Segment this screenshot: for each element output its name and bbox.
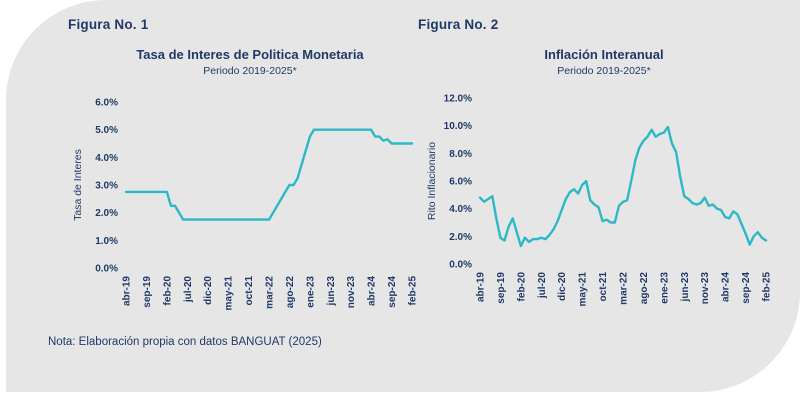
data-line — [478, 125, 768, 248]
x-tick-label: jul-20 — [183, 276, 194, 304]
y-tick-label: 4.0% — [95, 153, 118, 164]
y-axis-title: Tasa de Interes — [72, 149, 84, 221]
y-tick-label: 1.0% — [95, 236, 118, 247]
figure1-label: Figura No. 1 — [68, 17, 149, 32]
x-tick-label: jun-23 — [326, 276, 337, 307]
x-tick-label: nov-23 — [346, 276, 357, 309]
x-tick-label: abr-19 — [476, 272, 487, 302]
chart1-title: Tasa de Interes de Politica Monetaria — [136, 47, 364, 62]
x-tick-label: ene-23 — [305, 276, 316, 308]
y-tick-label: 4.0% — [449, 204, 472, 215]
report-card: Figura No. 1 Figura No. 2 Tasa de Intere… — [6, 0, 800, 392]
x-tick-label: oct-21 — [244, 276, 255, 306]
chart1-subtitle: Periodo 2019-2025* — [203, 65, 297, 77]
x-tick-label: abr-24 — [367, 276, 378, 306]
x-tick-label: sep-24 — [387, 276, 398, 308]
y-tick-label: 6.0% — [449, 177, 472, 188]
y-tick-label: 0.0% — [95, 264, 118, 275]
x-tick-label: feb-20 — [162, 276, 173, 306]
x-tick-label: sep-19 — [496, 272, 507, 304]
x-tick-label: feb-25 — [762, 272, 773, 302]
y-axis-title: Rito Inflacionario — [426, 142, 438, 220]
x-tick-label: oct-21 — [598, 272, 609, 302]
x-tick-label: sep-24 — [741, 272, 752, 304]
policy-rate-line-chart: 0.0% 1.0% 2.0% 3.0% 4.0% 5.0% 6.0% Tasa de Inte… — [72, 98, 419, 311]
x-tick-label: ago-22 — [285, 276, 296, 309]
x-tick-label: sep-19 — [142, 276, 153, 308]
y-tick-label: 6.0% — [95, 98, 118, 109]
y-tick-label: 12.0% — [444, 94, 472, 105]
x-tick-label: abr-19 — [122, 276, 133, 306]
x-tick-label: mar-22 — [619, 272, 630, 305]
x-tick-label: dic-20 — [557, 272, 568, 301]
x-tick-label: nov-23 — [700, 272, 711, 305]
y-tick-label: 8.0% — [449, 149, 472, 160]
x-tick-label: mar-22 — [265, 276, 276, 309]
x-tick-label: jun-23 — [680, 272, 691, 303]
x-tick-label: feb-20 — [516, 272, 527, 302]
x-tick-label: abr-24 — [721, 272, 732, 302]
x-tick-label: feb-25 — [408, 276, 419, 306]
source-note: Nota: Elaboración propia con datos BANGU… — [48, 336, 322, 348]
y-tick-label: 2.0% — [449, 232, 472, 243]
figure2-label: Figura No. 2 — [418, 17, 499, 32]
x-tick-label: may-21 — [224, 276, 235, 311]
chart2-subtitle: Periodo 2019-2025* — [557, 65, 651, 77]
chart2-title: Inflación Interanual — [544, 47, 664, 62]
x-tick-label: ene-23 — [659, 272, 670, 304]
y-tick-label: 5.0% — [95, 125, 118, 136]
y-tick-label: 2.0% — [95, 208, 118, 219]
x-tick-label: dic-20 — [203, 276, 214, 305]
x-tick-label: may-21 — [578, 272, 589, 307]
x-tick-label: ago-22 — [639, 272, 650, 305]
data-line — [124, 128, 414, 221]
x-tick-label: jul-20 — [537, 272, 548, 300]
y-tick-label: 0.0% — [449, 260, 472, 271]
inflation-line-chart: 0.0% 2.0% 4.0% 6.0% 8.0% 10.0% 12.0% Rito Infla… — [426, 94, 773, 307]
y-tick-label: 3.0% — [95, 181, 118, 192]
y-tick-label: 10.0% — [444, 121, 472, 132]
